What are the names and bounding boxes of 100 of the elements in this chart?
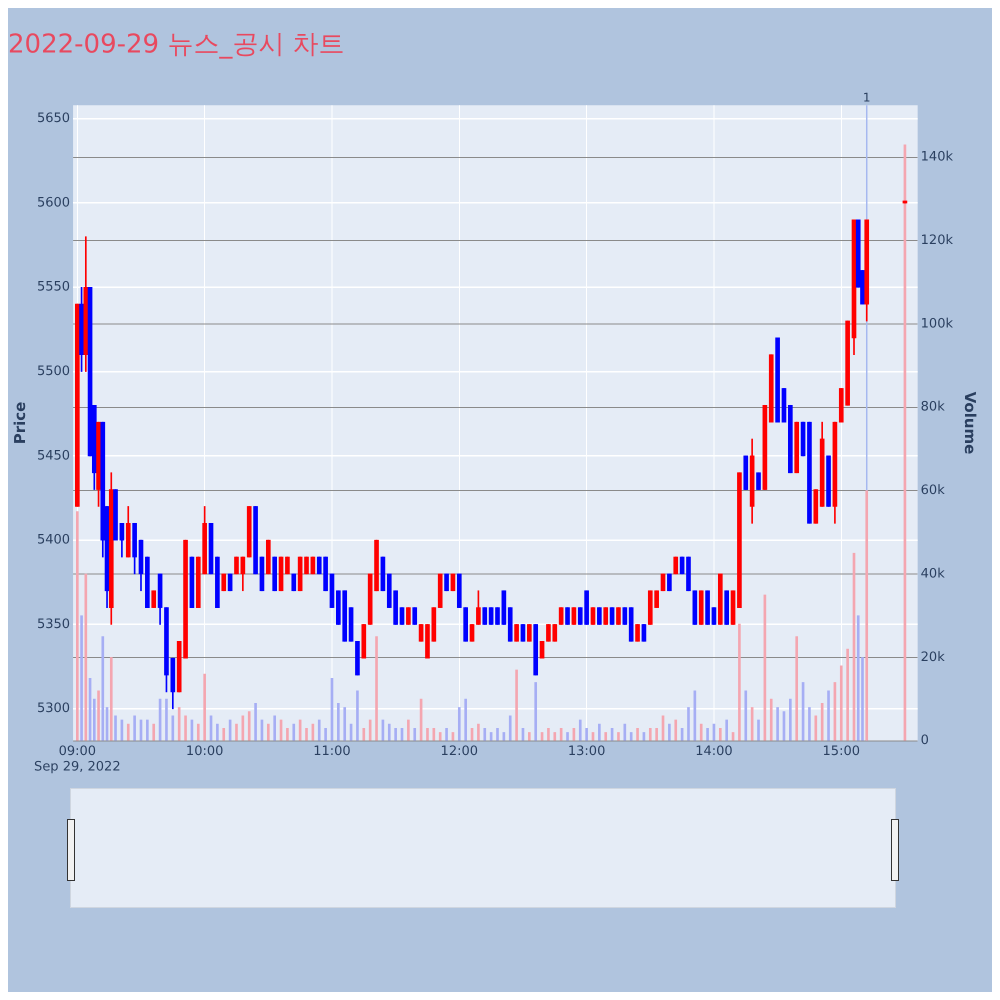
bar [655,728,658,741]
bar [324,728,327,741]
y2-axis-title: Volume [961,392,980,454]
candlestick [756,472,761,490]
bar [464,698,467,741]
bar [407,720,410,741]
bar [560,728,562,741]
bar [904,144,906,741]
candlestick [673,556,678,574]
candlestick [316,556,322,574]
bar [158,698,162,741]
ref-line-label: 1 [862,90,871,104]
bar [254,702,257,741]
bar [725,720,728,741]
bar [738,624,741,741]
candlestick [578,607,583,625]
bar [636,728,639,741]
candlestick [642,624,646,642]
candlestick [533,624,538,676]
bar [110,657,113,741]
candlestick [456,574,462,608]
y2-tick-label: 80k [920,400,946,415]
bar [298,720,302,741]
bar [668,724,671,741]
bar [273,715,276,741]
bar [266,724,270,741]
candlestick [482,607,488,625]
bar [572,728,576,741]
bar [776,707,779,741]
bar [452,732,454,741]
candlestick [768,354,774,422]
bar [700,724,703,741]
bar [502,732,506,741]
bar [97,690,100,741]
bar [203,674,206,741]
bar [827,690,830,741]
bar [114,715,117,741]
bar [196,724,200,741]
bar [420,698,422,741]
bar [490,732,492,741]
candlestick [635,624,640,642]
bar [222,728,226,741]
bar [171,715,174,741]
bar [248,711,251,741]
bar [458,707,461,741]
bar [330,678,334,741]
x-tick-label: 15:00 [822,744,860,759]
bar [540,732,544,741]
candlestick [406,607,411,625]
bar [515,670,518,741]
bar [216,724,219,741]
bar [840,665,843,741]
candlestick [190,556,194,608]
bar [400,728,404,741]
bar [318,720,321,741]
bar [585,728,588,741]
bar [260,720,264,741]
bar [356,690,359,741]
candlestick [743,456,748,490]
bar [382,720,384,741]
bar [718,728,722,741]
bar [750,707,754,741]
candlestick [246,506,252,558]
bar [280,720,282,741]
bar [445,728,448,741]
bar [184,715,187,741]
bar [808,707,811,741]
x-tick-label: 13:00 [568,744,606,759]
bar [795,636,798,741]
bar [242,715,244,741]
bar [235,724,238,741]
candlestick [380,556,386,592]
y2-tick-label: 40k [920,566,946,582]
candlestick [450,574,456,592]
bar [680,728,684,741]
bar [394,728,397,741]
y2-tick-label: 60k [920,483,946,498]
bar [343,707,346,741]
x-tick-label: 12:00 [440,744,478,759]
bar [190,720,194,741]
bar [528,732,531,741]
bar [648,728,652,741]
bar [432,728,436,741]
bar [865,490,868,741]
bar [146,720,149,741]
bar [814,715,818,741]
y2-tick-label: 0 [920,733,929,748]
y-tick-label: 5450 [36,448,70,464]
bar [782,711,786,741]
bar [286,728,289,741]
candlestick [572,607,576,625]
y-tick-label: 5350 [36,616,70,632]
candlestick [412,607,418,625]
bar [337,702,340,741]
bar [438,732,442,741]
candlestick [597,607,602,625]
bar [834,682,836,741]
bar [706,728,709,741]
candlestick [610,607,614,625]
bar [76,511,79,741]
